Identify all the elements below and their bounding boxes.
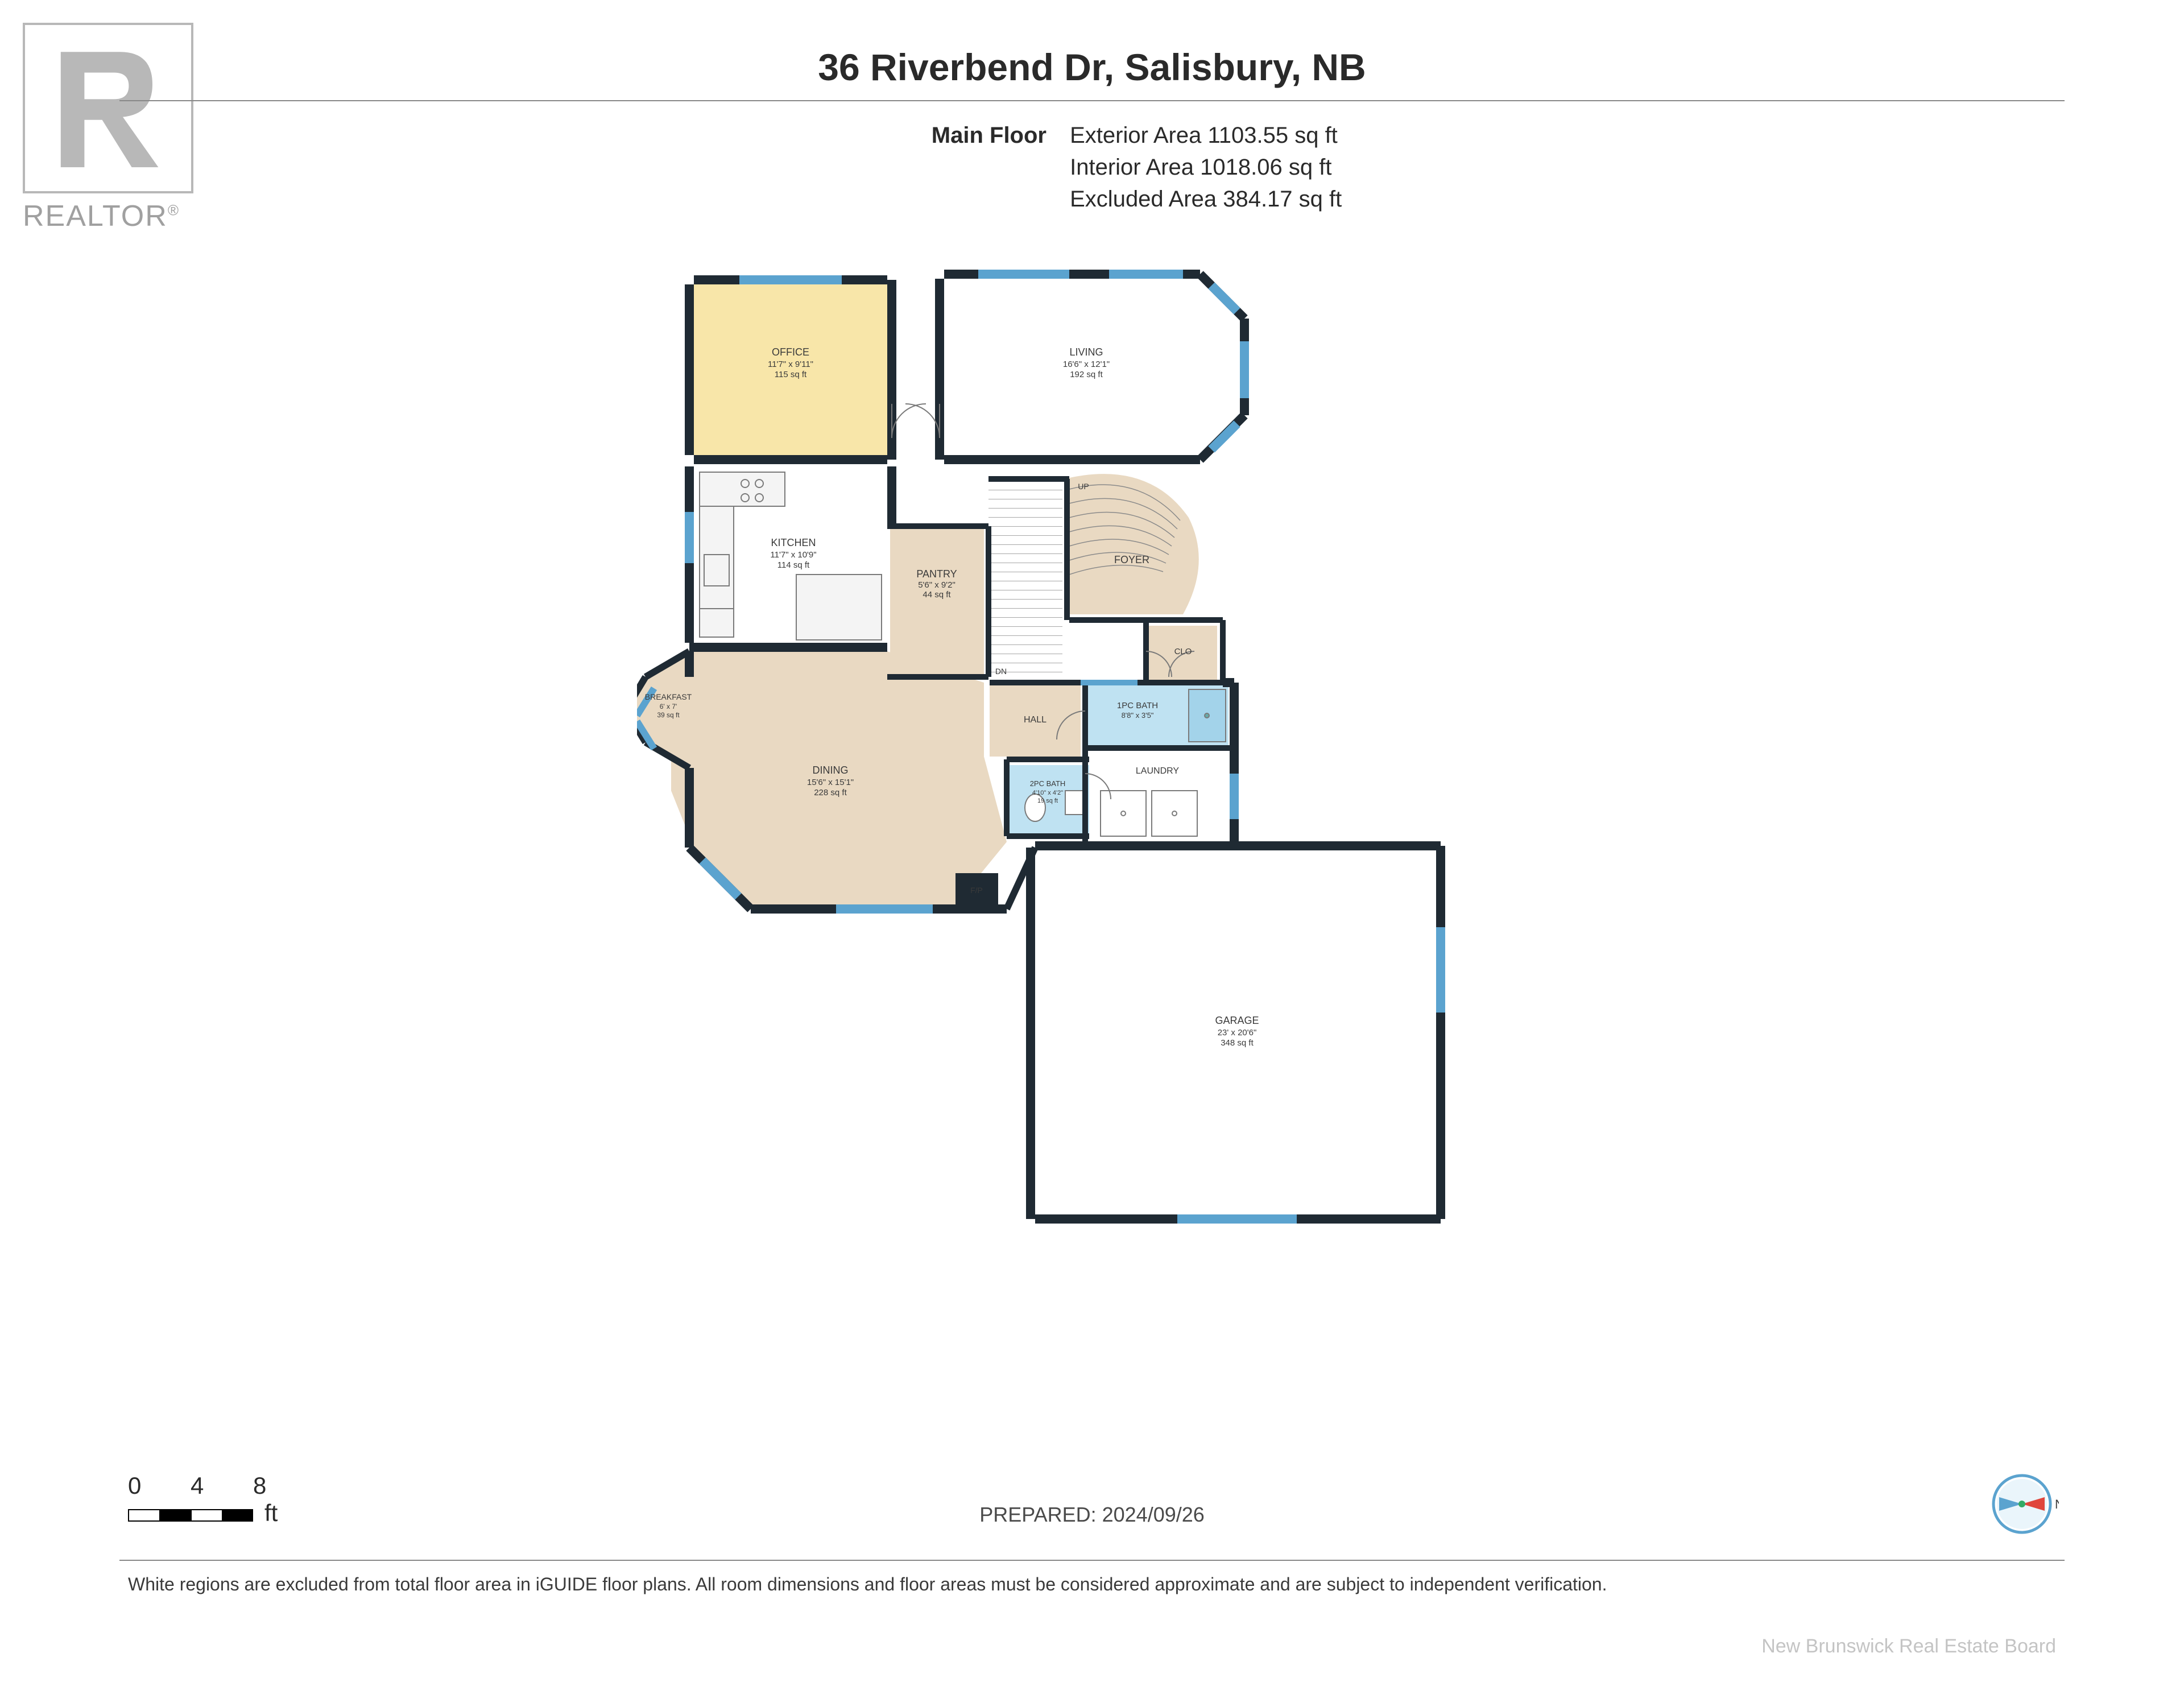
header: 36 Riverbend Dr, Salisbury, NB	[119, 46, 2065, 118]
svg-text:N: N	[2055, 1497, 2059, 1511]
svg-text:6' x 7': 6' x 7'	[660, 702, 677, 710]
page-title: 36 Riverbend Dr, Salisbury, NB	[119, 46, 2065, 89]
realtor-brand-text: REALTOR	[23, 200, 168, 233]
realtor-reg-mark: ®	[168, 202, 180, 219]
area-label: Interior Area	[1070, 155, 1194, 180]
svg-text:11'7" x 9'11": 11'7" x 9'11"	[768, 359, 813, 369]
area-info: Main Floor Exterior Area 1103.55 sq ft I…	[899, 119, 1342, 215]
bottom-rule	[119, 1560, 2065, 1561]
svg-text:HALL: HALL	[1024, 715, 1046, 725]
svg-text:5'6" x 9'2": 5'6" x 9'2"	[918, 580, 956, 590]
area-label: Exterior Area	[1070, 123, 1201, 148]
svg-text:DINING: DINING	[813, 765, 849, 776]
scale-mark: 0	[128, 1472, 191, 1499]
svg-text:1PC BATH: 1PC BATH	[1117, 701, 1158, 710]
svg-text:8'8" x 3'5": 8'8" x 3'5"	[1122, 711, 1154, 720]
area-value: 384.17 sq ft	[1223, 187, 1342, 212]
svg-text:OFFICE: OFFICE	[772, 346, 809, 358]
svg-text:DN: DN	[995, 667, 1007, 676]
svg-text:348 sq ft: 348 sq ft	[1221, 1038, 1254, 1048]
header-rule	[119, 100, 2065, 101]
svg-text:FOYER: FOYER	[1114, 554, 1149, 565]
prepared-date: PREPARED: 2024/09/26	[0, 1503, 2184, 1527]
svg-text:LAUNDRY: LAUNDRY	[1136, 766, 1180, 776]
svg-text:115 sq ft: 115 sq ft	[775, 370, 807, 379]
board-attribution: New Brunswick Real Estate Board	[1761, 1635, 2056, 1658]
svg-text:11'7" x 10'9": 11'7" x 10'9"	[770, 550, 816, 560]
compass-icon: N	[1991, 1470, 2059, 1538]
svg-text:114 sq ft: 114 sq ft	[777, 560, 810, 570]
pantry-fill	[890, 529, 984, 677]
svg-text:F/P: F/P	[970, 886, 983, 895]
svg-text:192 sq ft: 192 sq ft	[1070, 370, 1103, 379]
svg-text:PANTRY: PANTRY	[916, 568, 957, 580]
area-stats: Exterior Area 1103.55 sq ft Interior Are…	[1070, 119, 1342, 215]
svg-text:16'6" x 12'1": 16'6" x 12'1"	[1063, 359, 1110, 369]
svg-text:44 sq ft: 44 sq ft	[923, 590, 951, 600]
svg-text:2PC BATH: 2PC BATH	[1030, 779, 1066, 788]
svg-text:228 sq ft: 228 sq ft	[814, 788, 847, 797]
svg-text:KITCHEN: KITCHEN	[771, 537, 816, 548]
disclaimer-text: White regions are excluded from total fl…	[128, 1574, 2056, 1595]
svg-text:LIVING: LIVING	[1069, 346, 1103, 358]
area-value: 1018.06 sq ft	[1200, 155, 1331, 180]
scale-mark: 8	[253, 1472, 316, 1499]
stairs-fill	[988, 484, 1062, 677]
floor-name: Main Floor	[899, 119, 1046, 151]
svg-text:BREAKFAST: BREAKFAST	[645, 692, 692, 701]
scale-mark: 4	[191, 1472, 253, 1499]
svg-text:23' x 20'6": 23' x 20'6"	[1218, 1028, 1257, 1038]
svg-text:GARAGE: GARAGE	[1215, 1015, 1259, 1026]
svg-text:CLO: CLO	[1174, 647, 1192, 656]
floorplan-diagram: OFFICE 11'7" x 9'11" 115 sq ft LIVING 16…	[637, 245, 1604, 1297]
area-value: 1103.55 sq ft	[1207, 123, 1337, 148]
svg-text:39 sq ft: 39 sq ft	[657, 711, 680, 719]
foyer-fill	[1069, 474, 1199, 614]
svg-text:15'6" x 15'1": 15'6" x 15'1"	[807, 778, 854, 787]
svg-text:19 sq ft: 19 sq ft	[1037, 797, 1058, 804]
area-label: Excluded Area	[1070, 187, 1217, 212]
svg-text:4'10" x 4'2": 4'10" x 4'2"	[1032, 790, 1063, 796]
svg-text:UP: UP	[1078, 482, 1089, 491]
